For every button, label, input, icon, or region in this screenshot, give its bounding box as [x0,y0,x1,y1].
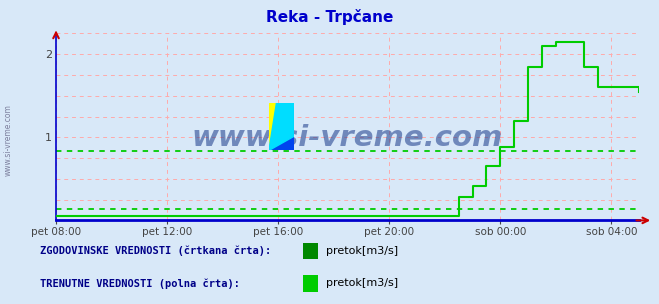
Polygon shape [269,103,294,150]
Polygon shape [269,103,294,150]
Polygon shape [269,103,294,150]
Text: www.si-vreme.com: www.si-vreme.com [192,124,503,152]
Text: ZGODOVINSKE VREDNOSTI (črtkana črta):: ZGODOVINSKE VREDNOSTI (črtkana črta): [40,246,271,256]
Text: TRENUTNE VREDNOSTI (polna črta):: TRENUTNE VREDNOSTI (polna črta): [40,278,239,288]
Text: Reka - Trpčane: Reka - Trpčane [266,9,393,25]
Text: pretok[m3/s]: pretok[m3/s] [326,246,398,256]
Text: www.si-vreme.com: www.si-vreme.com [4,104,13,176]
Text: pretok[m3/s]: pretok[m3/s] [326,278,398,288]
